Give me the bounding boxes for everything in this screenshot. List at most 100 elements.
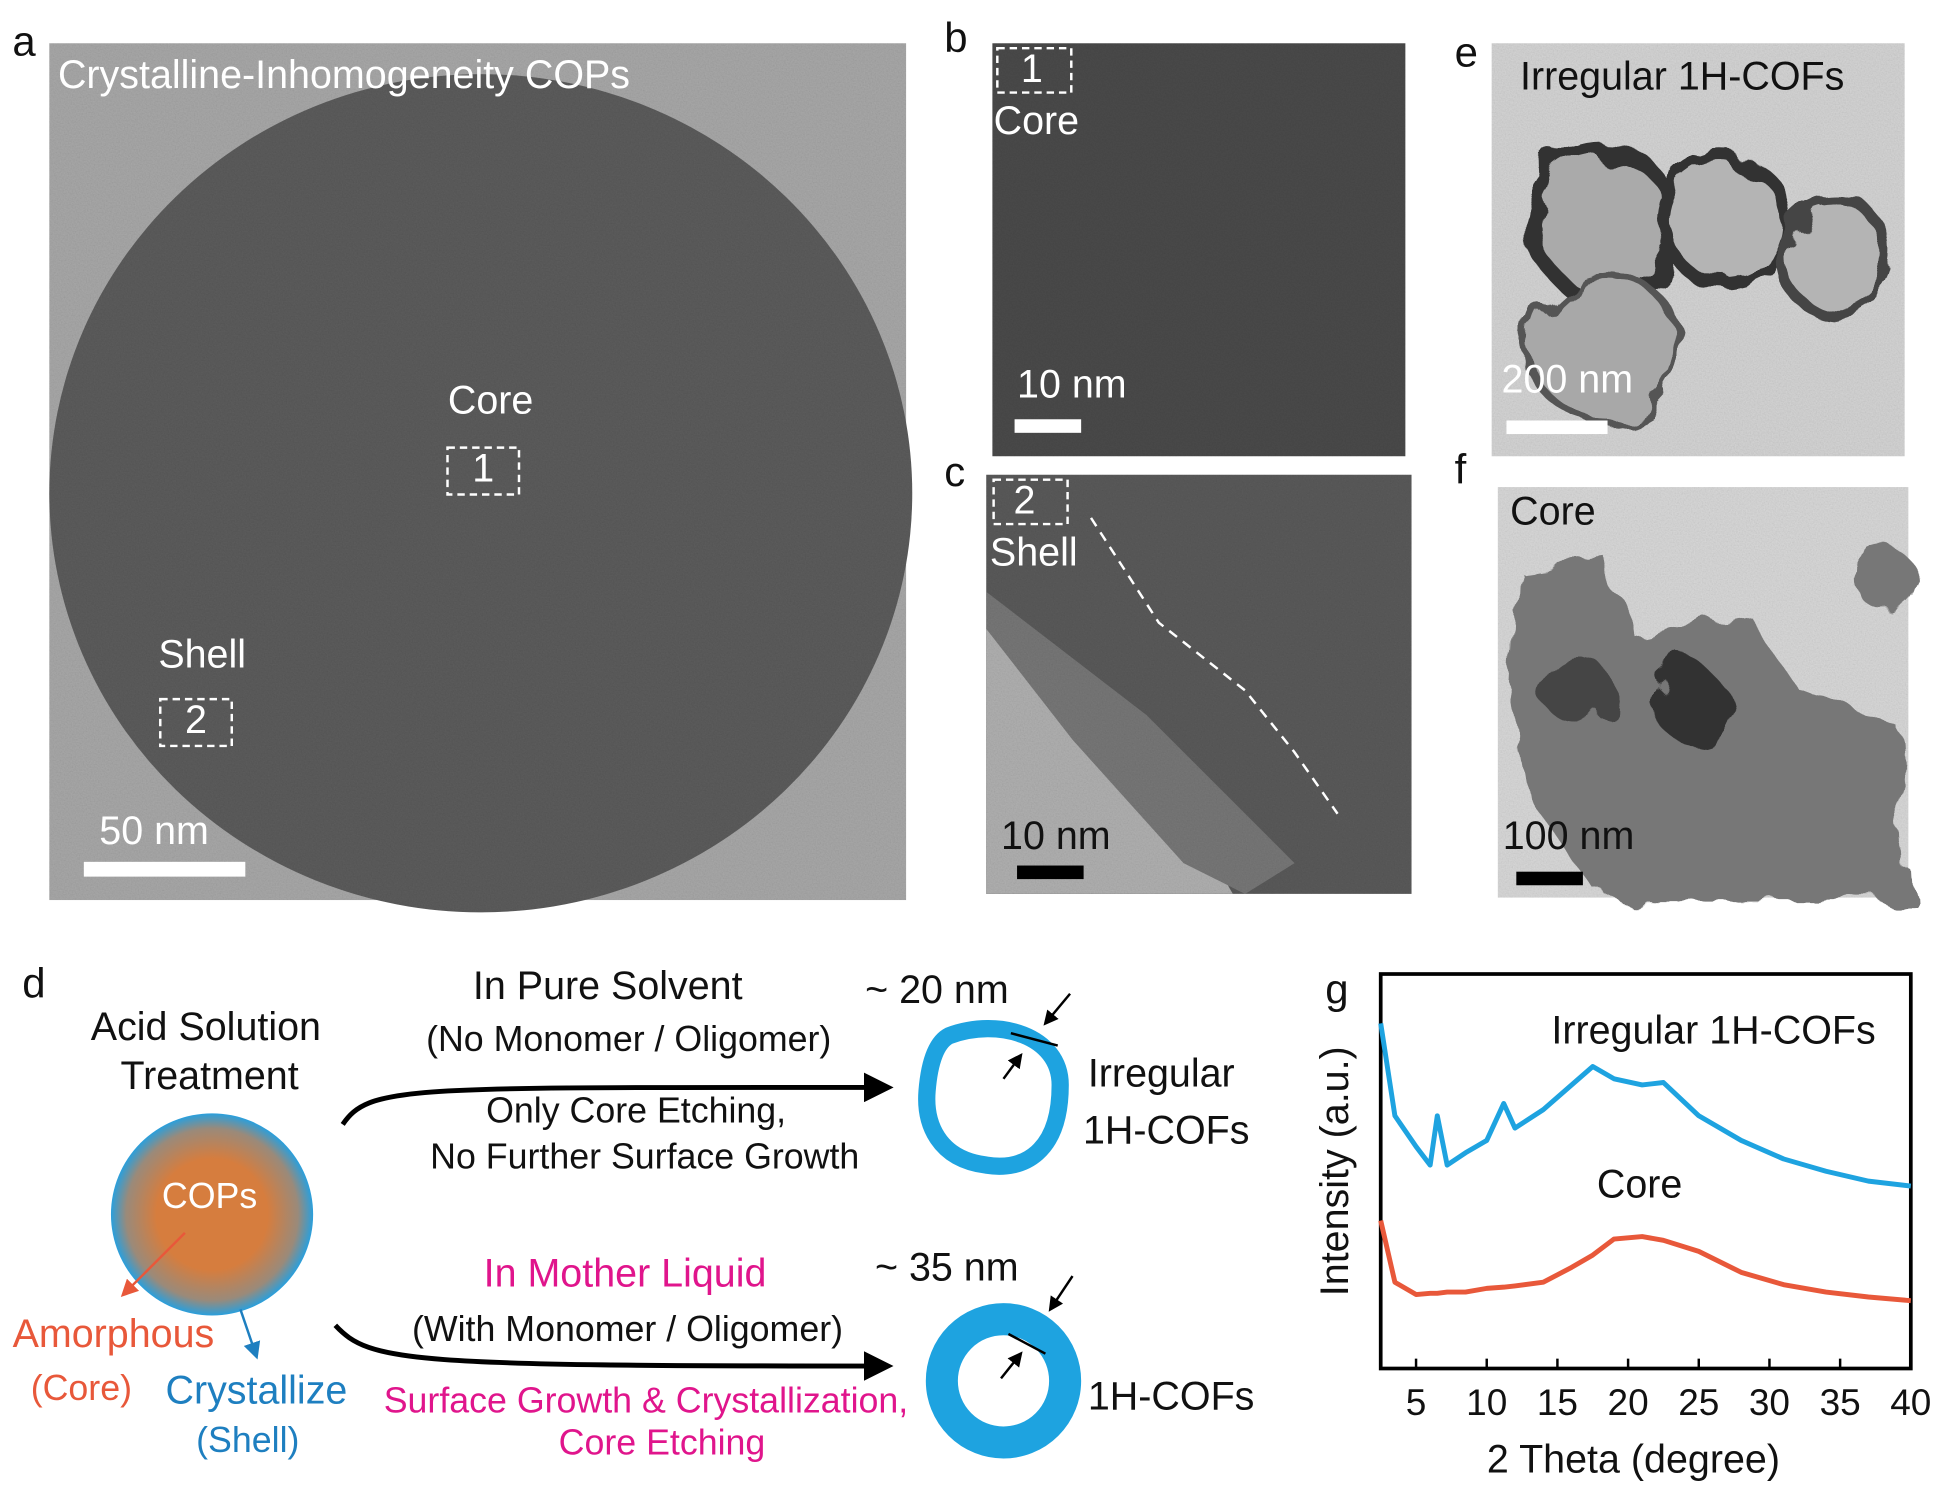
- thickness-arrow: [1002, 1052, 1023, 1080]
- treatment: Acid Solution: [91, 1005, 321, 1049]
- process: No Further Surface Growth: [430, 1136, 859, 1176]
- particle: [1775, 197, 1898, 321]
- panel-letter: c: [944, 448, 965, 495]
- x-tick-label: 5: [1406, 1382, 1427, 1423]
- panel-b: b 1 Core 10 nm: [944, 14, 1406, 457]
- shell-band: [986, 591, 1295, 894]
- plot-frame: [1378, 972, 1913, 1371]
- x-tick-label: 40: [1890, 1382, 1931, 1423]
- condition: In Pure Solvent: [473, 964, 743, 1008]
- panel-letter: d: [22, 959, 45, 1006]
- panel-letter: f: [1455, 445, 1467, 492]
- series-label: Irregular 1H-COFs: [1551, 1009, 1875, 1053]
- particle: [1524, 267, 1681, 423]
- label: Core: [448, 379, 533, 423]
- box-number: 1: [472, 446, 494, 490]
- scale-bar: [1014, 419, 1082, 433]
- product: Irregular: [1088, 1052, 1235, 1096]
- scale-label: 200 nm: [1502, 358, 1634, 402]
- process: Core Etching: [559, 1422, 766, 1462]
- particle: [1658, 154, 1794, 290]
- x-axis-label: 2 Theta (degree): [1487, 1438, 1780, 1482]
- region-box: [996, 46, 1073, 94]
- panel-e: e Irregular 1H-COFs 200 nm: [1455, 29, 1905, 457]
- condition: In Mother Liquid: [484, 1251, 767, 1295]
- series-label: Core: [1597, 1163, 1682, 1207]
- panel-letter: b: [944, 14, 967, 61]
- amorphous-part: (Core): [31, 1368, 132, 1408]
- panel-c: c 2 Shell 10 nm: [944, 448, 1412, 894]
- thickness-arrow: [1000, 1351, 1023, 1380]
- thickness: ~ 20 nm: [865, 968, 1009, 1012]
- pointer: [120, 1232, 186, 1297]
- product: 1H-COFs: [1083, 1108, 1250, 1152]
- x-tick-label: 15: [1537, 1382, 1578, 1423]
- scale-label: 10 nm: [1017, 363, 1127, 407]
- x-tick-label: 30: [1749, 1382, 1790, 1423]
- amorphous-label: Amorphous: [13, 1312, 215, 1356]
- scale-label: 10 nm: [1001, 814, 1111, 858]
- reaction-arrow: [340, 1072, 894, 1126]
- crystallize-label: Crystallize: [165, 1369, 347, 1413]
- aggregate: [1651, 665, 1726, 740]
- scale-bar: [1506, 420, 1608, 435]
- scale-bar: [1516, 871, 1583, 886]
- y-axis-label: Intensity (a.u.): [1313, 1046, 1357, 1296]
- box-number: 2: [1013, 479, 1035, 523]
- panel-letter: e: [1455, 29, 1478, 76]
- pointer: [239, 1308, 261, 1360]
- thickness-arrow: [1048, 1275, 1074, 1312]
- scale-bar: [83, 861, 246, 877]
- detail: (With Monomer / Oligomer): [412, 1309, 843, 1349]
- scale-bar: [1017, 865, 1084, 880]
- x-tick-label: 10: [1466, 1382, 1507, 1423]
- aggregate: [1543, 655, 1613, 725]
- label: Core: [1510, 490, 1595, 534]
- xrd-curve: [1378, 1022, 1912, 1189]
- region-box: [159, 697, 233, 748]
- crystallize-part: (Shell): [196, 1420, 299, 1460]
- shell-region: [986, 591, 1295, 894]
- label: Irregular 1H-COFs: [1520, 54, 1844, 98]
- uniform-shell: [925, 1303, 1082, 1459]
- label: Shell: [158, 633, 246, 677]
- particle-label: COPs: [162, 1176, 257, 1216]
- panel-d: d Acid Solution Treatment COPs Amorphous…: [13, 959, 1255, 1462]
- box-number: 1: [1021, 47, 1043, 91]
- scale-label: 100 nm: [1503, 814, 1635, 858]
- thickness-mark: [1007, 1332, 1046, 1355]
- xrd-curve: [1378, 1220, 1912, 1304]
- tem-image: [992, 43, 1406, 457]
- panel-letter: g: [1325, 966, 1348, 1013]
- thickness-mark: [1010, 1031, 1059, 1047]
- product: 1H-COFs: [1088, 1375, 1255, 1419]
- detail: (No Monomer / Oligomer): [426, 1019, 831, 1059]
- x-tick-label: 20: [1608, 1382, 1649, 1423]
- panel-f: f Core 100 nm: [1455, 445, 1917, 898]
- particles: [1523, 143, 1898, 423]
- label: Shell: [990, 530, 1078, 574]
- cop-sphere: [110, 1113, 314, 1316]
- panel-letter: a: [12, 18, 36, 65]
- panel-g: g 5 10 15 20 25 30 35 40 2 Theta (degree) Intensi…: [1313, 966, 1931, 1482]
- region-box: [446, 446, 521, 496]
- panel-a: a Crystalline-Inhomogeneity COPs Core 1 …: [12, 18, 913, 913]
- aggregate: [1855, 548, 1917, 611]
- scale-label: 50 nm: [99, 809, 209, 853]
- region-box: [992, 478, 1069, 526]
- thickness: ~ 35 nm: [875, 1245, 1019, 1289]
- x-tick-label: 25: [1678, 1382, 1719, 1423]
- label: Core: [994, 99, 1079, 143]
- irregular-shell: [918, 1020, 1069, 1175]
- panel-title: Crystalline-Inhomogeneity COPs: [58, 53, 630, 97]
- x-tick-label: 35: [1820, 1382, 1861, 1423]
- process: Only Core Etching,: [486, 1091, 786, 1131]
- reaction-arrow: [333, 1323, 894, 1381]
- process: Surface Growth & Crystallization,: [384, 1380, 909, 1420]
- particle: [49, 74, 913, 913]
- thickness-arrow: [1043, 992, 1072, 1026]
- box-number: 2: [185, 698, 207, 742]
- treatment: Treatment: [120, 1054, 298, 1098]
